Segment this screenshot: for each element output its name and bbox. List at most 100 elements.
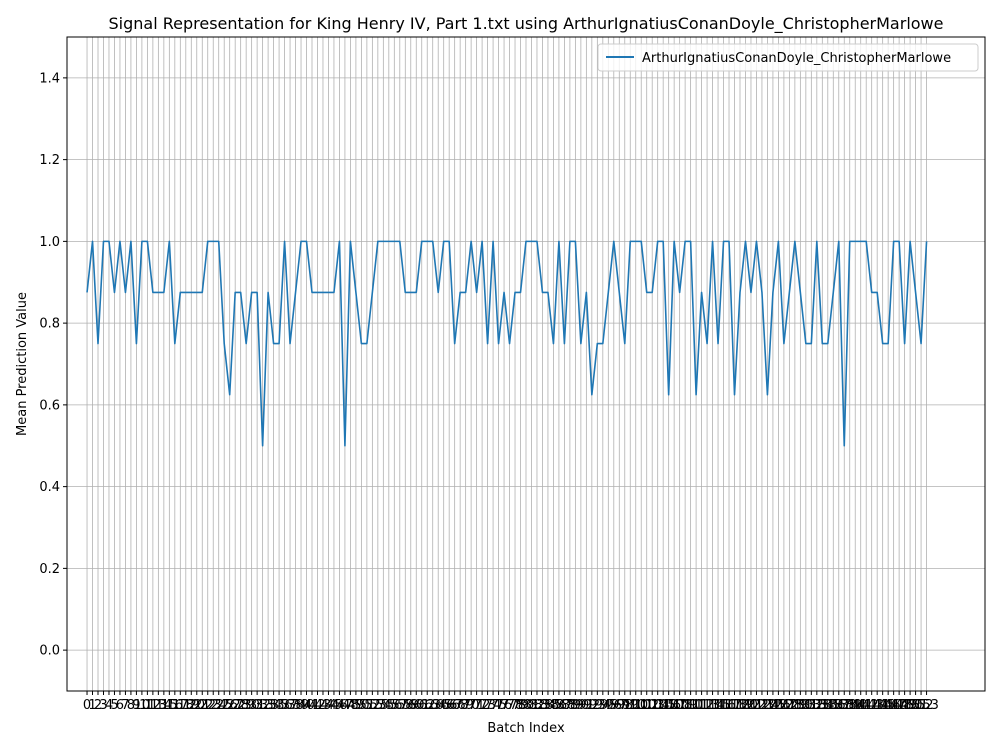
x-tick-label: 44 <box>320 698 337 713</box>
x-tick-label: 112 <box>689 698 714 713</box>
x-tick-label: 5 <box>110 698 118 713</box>
x-tick-label: 68 <box>452 698 469 713</box>
x-tick-label: 130 <box>788 698 813 713</box>
series-line-0 <box>86 240 928 447</box>
x-tick-label: 23 <box>205 698 222 713</box>
x-tick-label: 102 <box>634 698 659 713</box>
x-tick-label: 113 <box>695 698 720 713</box>
x-tick-label: 103 <box>640 698 665 713</box>
x-tick-label: 146 <box>876 698 901 713</box>
x-tick-label: 53 <box>370 698 387 713</box>
x-tick-label: 7 <box>121 698 129 713</box>
x-tick-label: 30 <box>243 698 260 713</box>
x-tick-label: 100 <box>623 698 648 713</box>
x-tick-label: 152 <box>909 698 934 713</box>
x-tick-label: 86 <box>551 698 568 713</box>
x-tick-label: 52 <box>364 698 381 713</box>
x-tick-label: 6 <box>116 698 124 713</box>
x-tick-label: 99 <box>622 698 639 713</box>
x-tick-label: 54 <box>375 698 392 713</box>
x-tick-label: 142 <box>854 698 879 713</box>
x-tick-label: 107 <box>662 698 687 713</box>
x-tick-label: 125 <box>761 698 786 713</box>
x-tick-label: 24 <box>210 698 227 713</box>
x-tick-label: 22 <box>199 698 216 713</box>
y-axis-ticks: 0.0 0.2 0.4 0.6 0.8 1.0 1.2 1.4 <box>39 71 67 659</box>
x-tick-label: 119 <box>728 698 753 713</box>
x-tick-label: 98 <box>616 698 633 713</box>
x-tick-label: 26 <box>221 698 238 713</box>
x-axis-label: Batch Index <box>487 721 565 736</box>
x-tick-label: 39 <box>293 698 310 713</box>
x-tick-label: 115 <box>706 698 731 713</box>
x-tick-label: 73 <box>479 698 496 713</box>
x-tick-label: 116 <box>711 698 736 713</box>
x-tick-label: 96 <box>606 698 623 713</box>
x-tick-label: 47 <box>337 698 354 713</box>
x-tick-label: 29 <box>238 698 255 713</box>
x-tick-label: 48 <box>342 698 359 713</box>
x-tick-label: 110 <box>678 698 703 713</box>
x-tick-label: 42 <box>309 698 326 713</box>
x-tick-label: 79 <box>512 698 529 713</box>
x-tick-label: 59 <box>402 698 419 713</box>
y-tick-label: 0.8 <box>39 317 60 332</box>
x-tick-label: 138 <box>832 698 857 713</box>
x-tick-label: 45 <box>326 698 343 713</box>
x-tick-label: 35 <box>271 698 288 713</box>
x-tick-label: 133 <box>804 698 829 713</box>
x-tick-label: 114 <box>700 698 725 713</box>
x-tick-label: 41 <box>304 698 321 713</box>
x-tick-label: 56 <box>386 698 403 713</box>
x-tick-label: 149 <box>892 698 917 713</box>
legend-box <box>597 43 979 72</box>
x-tick-label: 85 <box>545 698 562 713</box>
x-tick-label: 2 <box>94 698 102 713</box>
x-tick-label: 20 <box>188 698 205 713</box>
x-tick-label: 101 <box>629 698 654 713</box>
x-tick-label: 121 <box>739 698 764 713</box>
y-gridlines <box>67 77 985 651</box>
x-tick-label: 131 <box>793 698 818 713</box>
x-tick-label: 36 <box>276 698 293 713</box>
x-tick-label: 65 <box>435 698 452 713</box>
x-tick-label: 77 <box>501 698 518 713</box>
x-tick-label: 58 <box>397 698 414 713</box>
x-tick-label: 134 <box>810 698 835 713</box>
x-tick-label: 145 <box>870 698 895 713</box>
x-tick-label: 19 <box>183 698 200 713</box>
x-tick-label: 61 <box>413 698 430 713</box>
x-tick-label: 37 <box>282 698 299 713</box>
x-tick-label: 57 <box>392 698 409 713</box>
x-tick-label: 120 <box>733 698 758 713</box>
x-tick-label: 84 <box>540 698 557 713</box>
x-tick-label: 1 <box>88 698 96 713</box>
x-tick-label: 31 <box>249 698 266 713</box>
x-tick-label: 40 <box>298 698 315 713</box>
x-tick-label: 144 <box>865 698 890 713</box>
x-tick-label: 89 <box>567 698 584 713</box>
chart-title: Signal Representation for King Henry IV,… <box>109 14 944 34</box>
y-tick-label: 0.2 <box>39 562 60 577</box>
y-tick-label: 1.4 <box>39 71 60 86</box>
x-tick-label: 50 <box>353 698 370 713</box>
x-gridlines <box>86 37 927 691</box>
x-tick-label: 63 <box>424 698 441 713</box>
x-tick-label: 136 <box>821 698 846 713</box>
x-tick-label: 94 <box>595 698 612 713</box>
x-tick-label: 147 <box>881 698 906 713</box>
x-tick-label: 16 <box>167 698 184 713</box>
x-tick-label: 4 <box>105 698 113 713</box>
x-tick-label: 83 <box>534 698 551 713</box>
x-tick-label: 150 <box>898 698 923 713</box>
x-tick-label: 124 <box>755 698 780 713</box>
x-tick-label: 153 <box>914 698 939 713</box>
x-tick-label: 109 <box>673 698 698 713</box>
x-tick-label: 140 <box>843 698 868 713</box>
y-axis-label: Mean Prediction Value <box>15 292 30 436</box>
x-tick-label: 139 <box>837 698 862 713</box>
x-tick-label: 15 <box>161 698 178 713</box>
x-tick-label: 67 <box>446 698 463 713</box>
x-tick-label: 126 <box>766 698 791 713</box>
